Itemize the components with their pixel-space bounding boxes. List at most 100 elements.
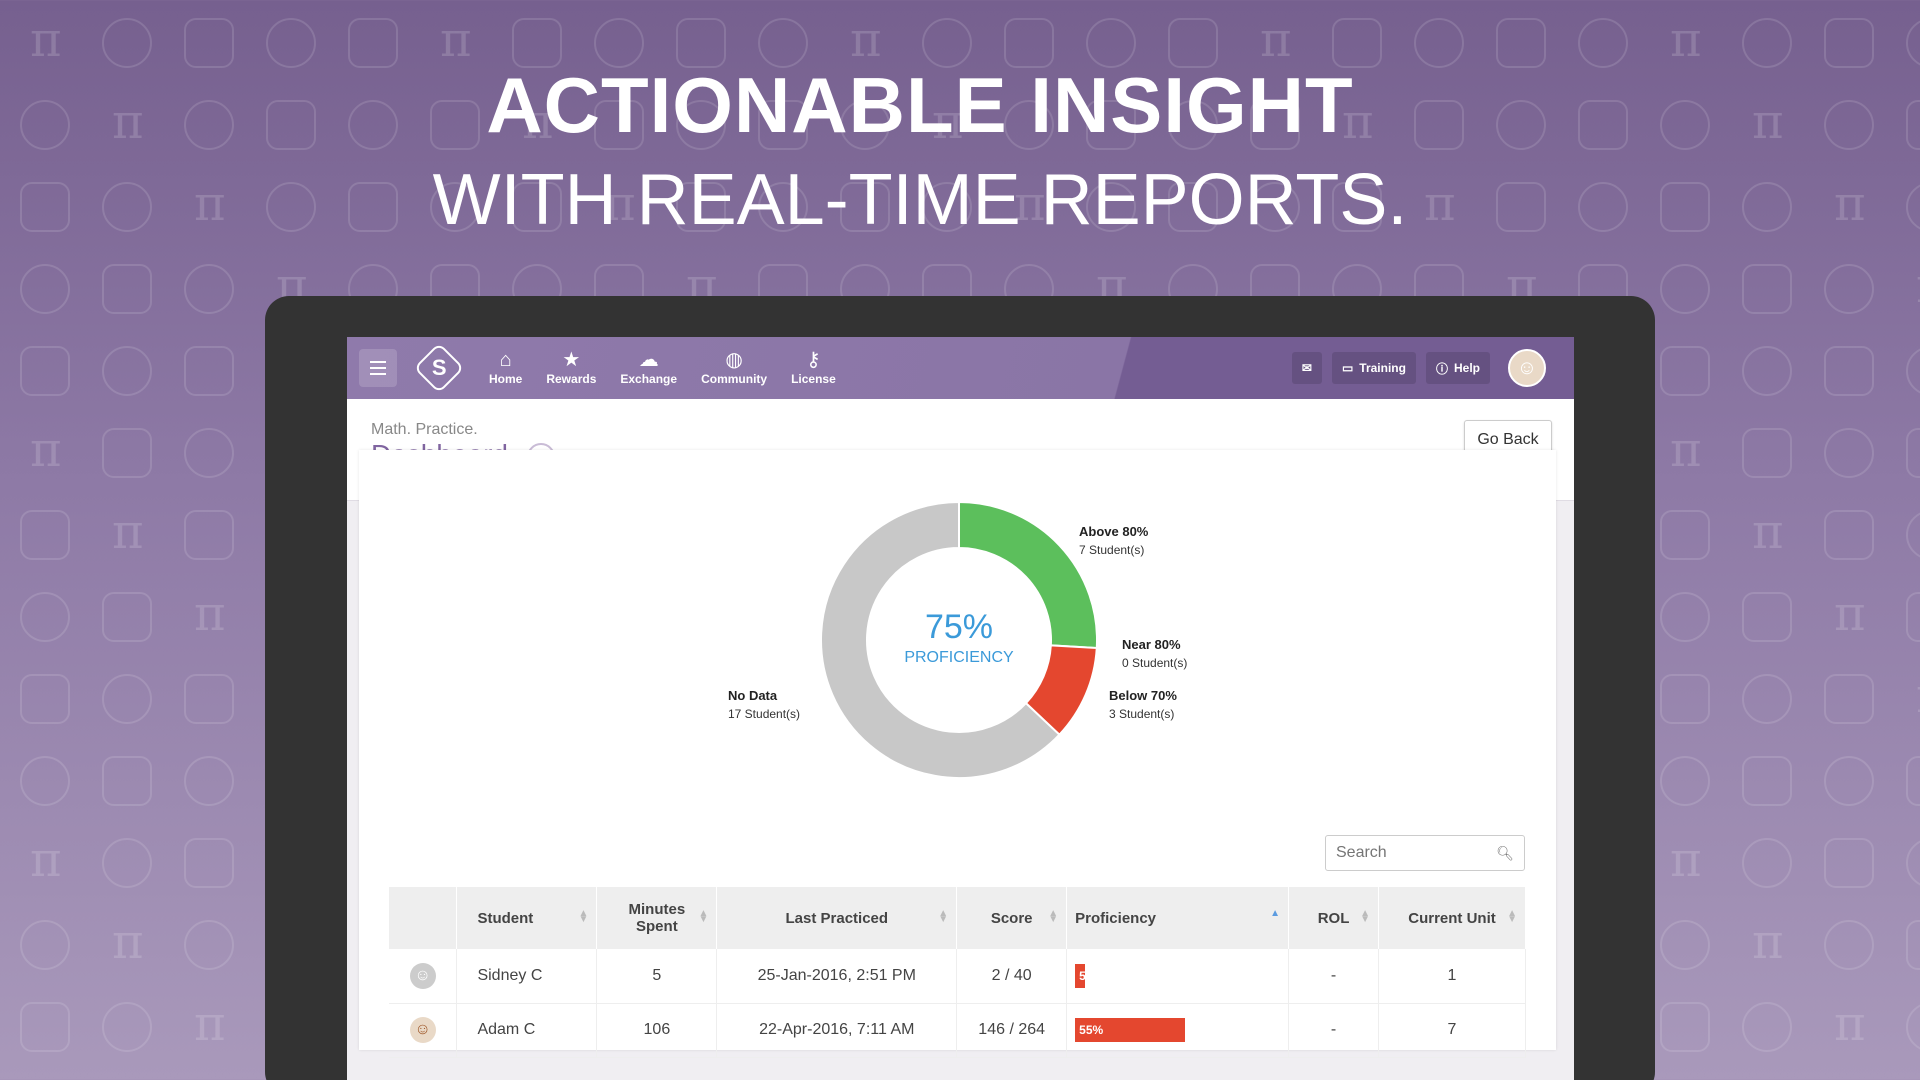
sort-icon[interactable]: ▲ ▼ bbox=[938, 908, 949, 925]
background-doodle-icon bbox=[676, 100, 726, 150]
background-doodle-icon bbox=[1578, 182, 1628, 232]
column-current-unit[interactable]: Current Unit ▲ ▼ bbox=[1378, 887, 1526, 949]
background-doodle-icon bbox=[1906, 756, 1920, 806]
background-doodle-icon bbox=[840, 182, 890, 232]
background-doodle-icon bbox=[512, 182, 562, 232]
background-doodle-icon bbox=[1742, 182, 1792, 232]
background-doodle-icon bbox=[184, 100, 234, 150]
legend-count: 3 Student(s) bbox=[1109, 707, 1174, 721]
student-avatar: ☺ bbox=[389, 949, 458, 1004]
pi-icon: π bbox=[1834, 176, 1866, 232]
background-doodle-icon bbox=[1578, 18, 1628, 68]
background-doodle-icon bbox=[184, 838, 234, 888]
sort-icon[interactable]: ▲ ▼ bbox=[578, 908, 589, 925]
background-doodle-icon bbox=[1742, 1002, 1792, 1052]
headline-line-1: ACTIONABLE INSIGHT bbox=[486, 61, 1354, 149]
background-doodle-icon bbox=[184, 510, 234, 560]
background-doodle-icon bbox=[1824, 18, 1874, 68]
column-minutes[interactable]: Minutes Spent ▲ ▼ bbox=[596, 887, 718, 949]
mail-button[interactable]: ✉ bbox=[1291, 352, 1322, 384]
background-doodle-icon bbox=[1824, 100, 1874, 150]
nav-community-label: Community bbox=[701, 372, 768, 386]
help-icon: ⓘ bbox=[1435, 361, 1448, 376]
background-doodle-icon bbox=[348, 100, 398, 150]
smiley-icon: ☺ bbox=[409, 962, 436, 989]
background-doodle-icon bbox=[1004, 100, 1054, 150]
background-doodle-icon bbox=[1824, 756, 1874, 806]
background-doodle-icon bbox=[676, 18, 726, 68]
last-practiced: 22-Apr-2016, 7:11 AM bbox=[716, 1003, 958, 1058]
column-rol[interactable]: ROL ▲ ▼ bbox=[1288, 887, 1379, 949]
background-doodle-icon bbox=[20, 182, 70, 232]
page-subtitle: Math. Practice. bbox=[371, 421, 478, 438]
sort-asc-icon[interactable]: ▲ bbox=[1270, 908, 1281, 919]
nav-home[interactable]: ⌂ Home bbox=[479, 350, 532, 386]
column-last-practiced[interactable]: Last Practiced ▲ ▼ bbox=[716, 887, 958, 949]
sort-icon[interactable]: ▲ ▼ bbox=[1360, 908, 1370, 925]
search-icon[interactable]: 🔍︎ bbox=[1496, 844, 1514, 861]
background-doodle-icon bbox=[1004, 18, 1054, 68]
column-score[interactable]: Score ▲ ▼ bbox=[956, 887, 1068, 949]
logo-icon[interactable]: S bbox=[413, 342, 465, 394]
background-doodle-icon bbox=[102, 838, 152, 888]
help-button[interactable]: ⓘ Help bbox=[1425, 352, 1490, 384]
nav-license[interactable]: ⚷ License bbox=[781, 350, 846, 386]
student-name[interactable]: Sidney C bbox=[456, 949, 598, 1004]
background-doodle-icon bbox=[1332, 18, 1382, 68]
legend-count: 7 Student(s) bbox=[1079, 543, 1144, 557]
sort-icon[interactable]: ▲ ▼ bbox=[1048, 908, 1059, 925]
background-doodle-icon bbox=[430, 100, 480, 150]
background-doodle-icon bbox=[102, 674, 152, 724]
background-doodle-icon bbox=[1824, 264, 1874, 314]
column-proficiency[interactable]: Proficiency ▲ bbox=[1066, 887, 1290, 949]
headline-line-2: WITH REAL-TIME REPORTS. bbox=[432, 160, 1408, 240]
sort-icon[interactable]: ▲ ▼ bbox=[1507, 908, 1517, 925]
student-name[interactable]: Adam C bbox=[456, 1003, 598, 1058]
nav-home-label: Home bbox=[489, 372, 523, 386]
donut-slice-no-data[interactable] bbox=[820, 500, 1061, 779]
nav-community[interactable]: ◍ Community bbox=[691, 350, 777, 386]
score: 2 / 40 bbox=[956, 949, 1068, 1004]
background-doodle-icon bbox=[1906, 592, 1920, 642]
background-doodle-icon bbox=[184, 920, 234, 970]
sort-icon[interactable]: ▲ ▼ bbox=[698, 908, 709, 925]
report-card: Above 80% 7 Student(s) Near 80% 0 Student(s… bbox=[359, 450, 1556, 1058]
table-row[interactable]: ☺ Adam C 106 22-Apr-2016, 7:11 AM 146 / … bbox=[389, 1003, 1526, 1058]
legend-label: Below 70% bbox=[1109, 688, 1177, 703]
background-doodle-icon bbox=[102, 756, 152, 806]
background-doodle-icon bbox=[20, 920, 70, 970]
background-doodle-icon bbox=[20, 100, 70, 150]
background-doodle-icon bbox=[1742, 592, 1792, 642]
table-row[interactable]: ☺ Sidney C 5 25-Jan-2016, 2:51 PM 2 / 40… bbox=[389, 949, 1526, 1004]
background-doodle-icon bbox=[20, 510, 70, 560]
pi-icon: π bbox=[1670, 832, 1702, 888]
nav-exchange[interactable]: ☁ Exchange bbox=[610, 350, 687, 386]
pi-icon: π bbox=[440, 12, 472, 68]
background-doodle-icon bbox=[1496, 182, 1546, 232]
background-doodle-icon bbox=[922, 182, 972, 232]
background-doodle-icon bbox=[266, 182, 316, 232]
training-button[interactable]: ▭ Training bbox=[1331, 352, 1416, 384]
nav-rewards[interactable]: ★ Rewards bbox=[536, 350, 606, 386]
search-box[interactable]: 🔍︎ bbox=[1325, 835, 1525, 871]
avatar[interactable]: ☺ bbox=[1508, 349, 1546, 387]
legend-label: No Data bbox=[728, 688, 778, 703]
pi-icon: π bbox=[1752, 914, 1784, 970]
background-doodle-icon bbox=[1824, 674, 1874, 724]
background-doodle-icon bbox=[1660, 592, 1710, 642]
background-doodle-icon bbox=[102, 264, 152, 314]
pi-icon: π bbox=[1834, 996, 1866, 1052]
search-input[interactable] bbox=[1336, 844, 1496, 862]
background-doodle-icon bbox=[1660, 100, 1710, 150]
mail-icon: ✉ bbox=[1301, 361, 1312, 375]
home-icon: ⌂ bbox=[499, 349, 512, 371]
center-label: PROFICIENCY bbox=[904, 649, 1014, 666]
background-doodle-icon bbox=[1660, 1002, 1710, 1052]
column-student[interactable]: Student ▲ ▼ bbox=[456, 887, 598, 949]
hamburger-icon[interactable] bbox=[359, 349, 397, 387]
student-avatar: ☺ bbox=[389, 1003, 458, 1058]
nav-rewards-label: Rewards bbox=[546, 372, 597, 386]
background-doodle-icon bbox=[1906, 838, 1920, 888]
background-doodle-icon bbox=[758, 18, 808, 68]
score: 146 / 264 bbox=[956, 1003, 1068, 1058]
